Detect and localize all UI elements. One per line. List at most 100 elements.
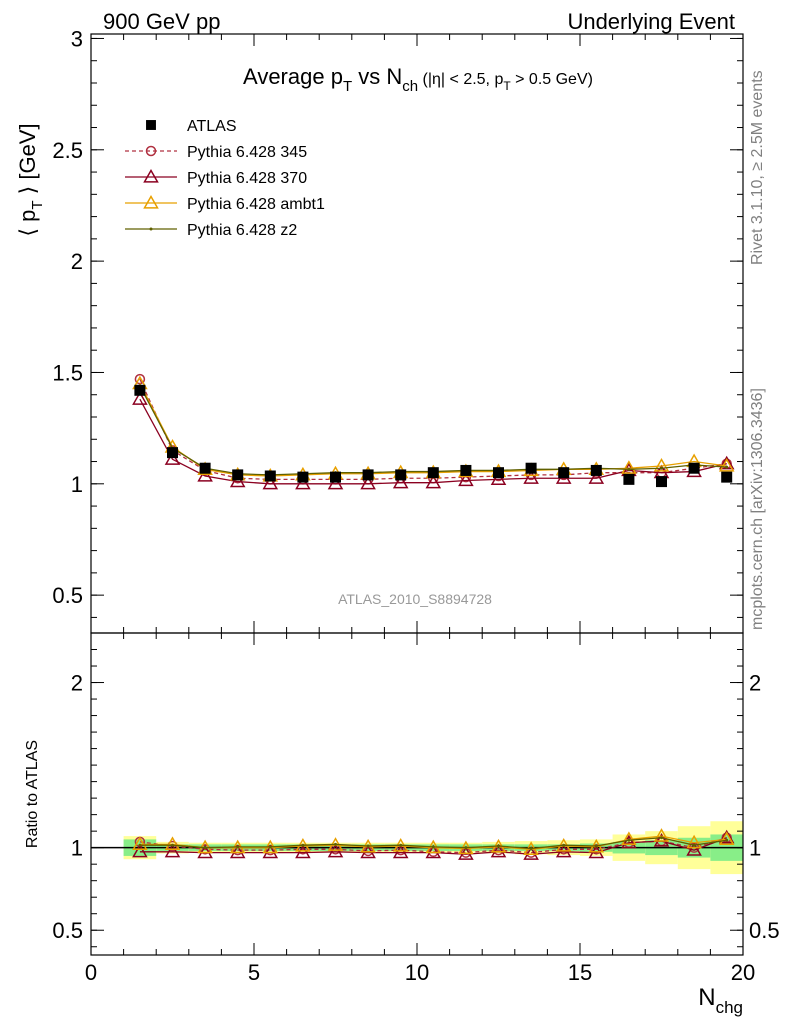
data-point (653, 457, 670, 472)
text-part: chg (716, 998, 743, 1017)
data-point (621, 834, 637, 849)
data-point (232, 469, 244, 481)
data-point (132, 391, 148, 405)
data-point (134, 384, 146, 396)
data-point (171, 843, 174, 847)
text-part: > 0.5 GeV) (511, 71, 593, 88)
data-point (362, 469, 374, 481)
main-panel: 0.511.522.53⟨ pT ⟩ [GeV]Average pT vs Nc… (15, 26, 744, 634)
y-tick-label: 2 (71, 671, 83, 696)
data-point (497, 844, 500, 848)
data-point (167, 447, 178, 459)
data-point (297, 471, 309, 483)
text-part: N (698, 984, 715, 1011)
data-point (427, 467, 439, 479)
data-point (725, 465, 729, 469)
data-point (164, 836, 181, 850)
data-point (149, 227, 153, 231)
data-point (399, 843, 403, 847)
y-axis-label: ⟨ pT ⟩ [GeV] (15, 123, 46, 236)
data-point (688, 462, 700, 474)
data-point (692, 843, 696, 847)
data-point (490, 471, 507, 485)
y-tick-label-right: 0.5 (749, 918, 780, 943)
data-point (718, 831, 735, 846)
text-part: vs N (352, 64, 402, 89)
analysis-label: ATLAS_2010_S8894728 (338, 591, 492, 607)
data-point (334, 842, 337, 846)
text-part: Average p (243, 64, 343, 89)
data-point (721, 471, 733, 483)
series-line (139, 383, 727, 477)
data-point (431, 845, 435, 849)
data-point (395, 469, 407, 481)
data-point (460, 464, 472, 476)
text-part: (|η| < 2.5, p (418, 71, 503, 88)
text-part: T (503, 79, 511, 93)
legend-entry: Pythia 6.428 ambt1 (187, 196, 325, 213)
data-point (590, 464, 602, 476)
data-point (295, 475, 311, 490)
y-tick-label: 1.5 (52, 360, 83, 385)
x-tick-label: 0 (85, 960, 97, 985)
data-point (558, 467, 570, 479)
rivet-version-label: Rivet 3.1.10, ≥ 2.5M events (749, 70, 766, 265)
y-tick-label: 3 (71, 26, 83, 51)
data-point (623, 473, 635, 485)
data-point (132, 843, 148, 858)
data-point (660, 836, 663, 840)
y-tick-label: 0.5 (52, 918, 83, 943)
data-point (164, 843, 181, 858)
data-point (464, 846, 468, 850)
data-point (627, 838, 631, 842)
ratio-series-3 (138, 836, 729, 850)
data-point (525, 462, 537, 474)
data-point (718, 829, 735, 844)
data-point (621, 831, 637, 846)
ratio-frame (90, 632, 744, 956)
data-point (197, 468, 213, 482)
data-point (262, 475, 279, 490)
data-point (145, 145, 157, 157)
header-energy-label: 900 GeV pp (103, 9, 220, 34)
data-point (653, 828, 670, 842)
data-point (229, 473, 246, 488)
data-point (143, 194, 159, 209)
data-point (366, 844, 370, 848)
data-point (236, 845, 240, 849)
data-point (264, 470, 276, 482)
data-point (146, 120, 156, 130)
data-point (327, 843, 344, 858)
data-point (164, 451, 181, 465)
data-point (621, 460, 637, 474)
data-point (588, 470, 605, 484)
data-point (627, 467, 631, 471)
data-point (203, 846, 207, 850)
data-point (392, 474, 409, 489)
x-tick-label: 5 (248, 960, 260, 985)
data-point (529, 846, 533, 850)
text-part: T (29, 200, 46, 209)
data-point (132, 836, 148, 850)
main-series-4 (138, 384, 729, 477)
legend-entry: Pythia 6.428 370 (187, 170, 307, 187)
source-label: mcplots.cern.ch [arXiv:1306.3436] (749, 388, 766, 630)
main-series-3 (132, 375, 735, 482)
data-point (268, 845, 272, 849)
data-point (138, 843, 142, 847)
x-tick-label: 20 (731, 960, 755, 985)
legend-entry: Pythia 6.428 345 (187, 144, 307, 161)
data-point (425, 474, 442, 489)
series-line (139, 385, 727, 476)
main-series-0 (134, 384, 733, 488)
y-tick-label: 2.5 (52, 138, 83, 163)
data-point (360, 475, 376, 490)
text-part: ch (402, 78, 418, 95)
y-tick-label-right: 2 (749, 671, 761, 696)
x-tick-label: 10 (405, 960, 429, 985)
data-point (301, 843, 305, 847)
data-point (330, 471, 341, 483)
data-point (295, 844, 311, 859)
